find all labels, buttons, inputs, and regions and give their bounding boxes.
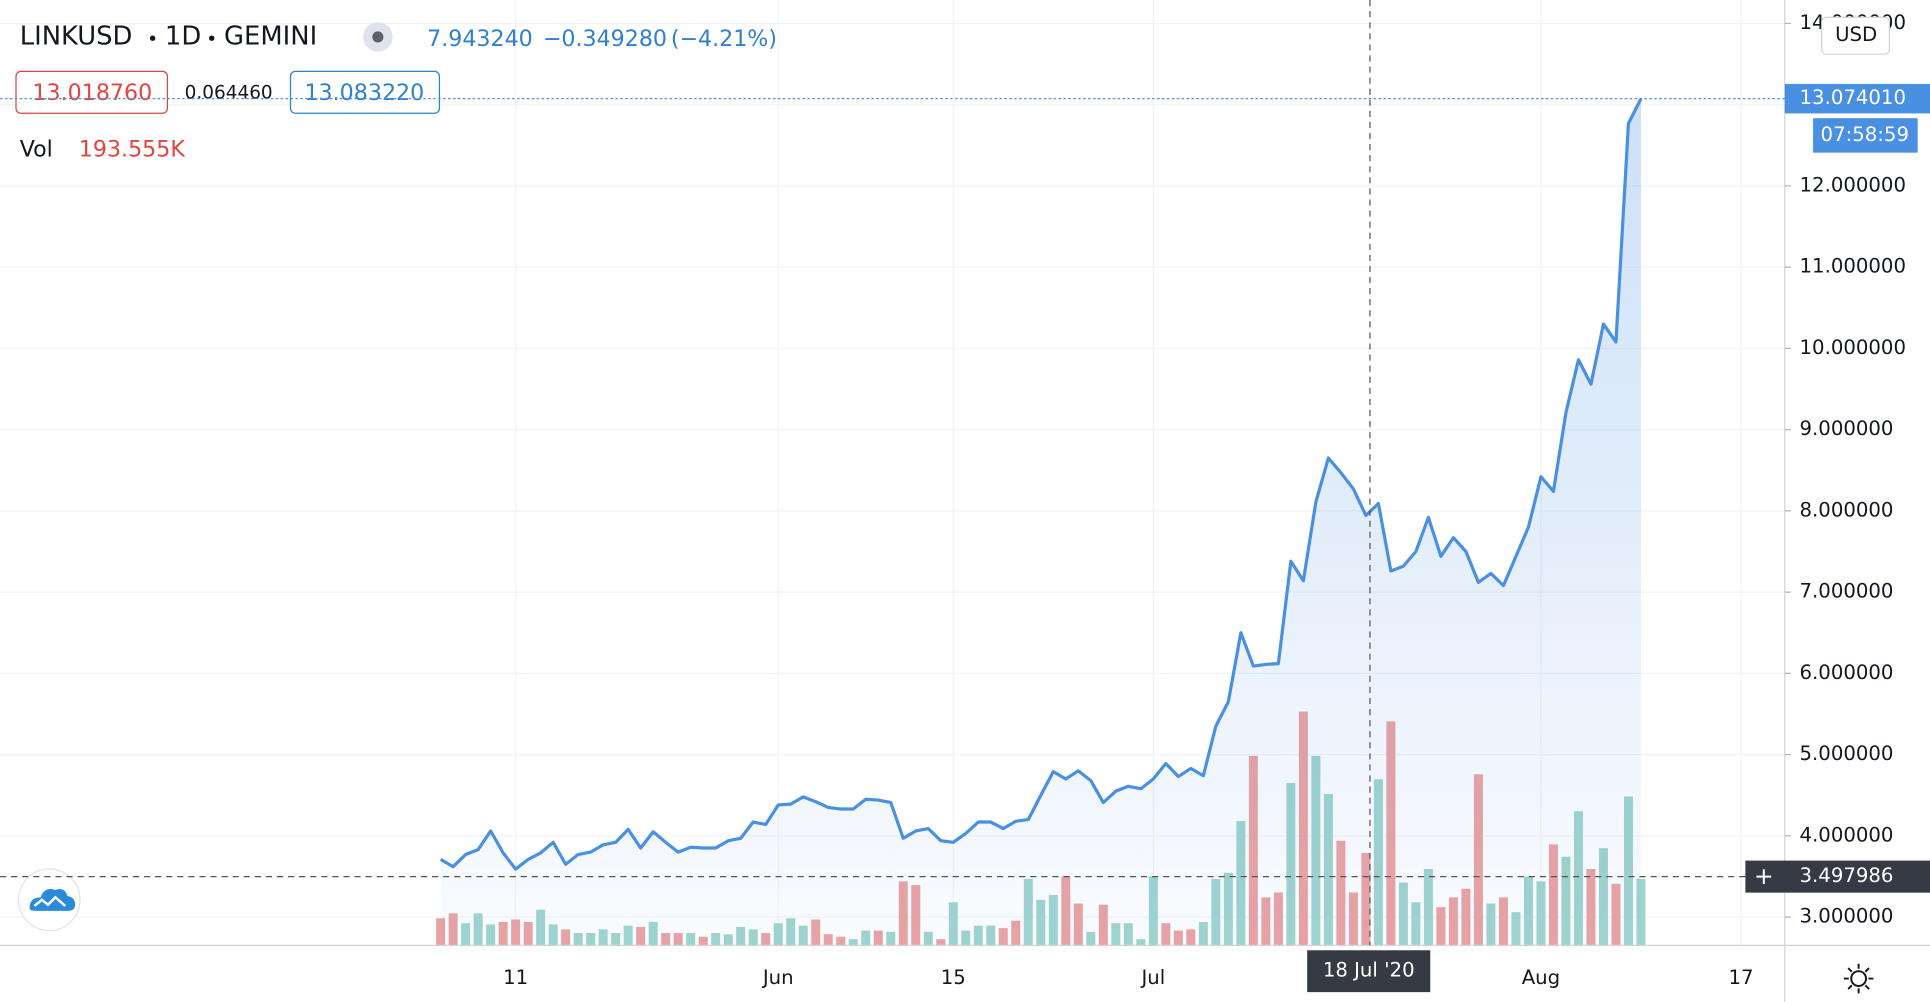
- y-tick-label: 3.000000: [1800, 905, 1894, 928]
- x-tick-label: 17: [1728, 966, 1753, 989]
- separator: [209, 35, 215, 41]
- y-tick-label: 5.000000: [1800, 742, 1894, 765]
- indicator-box: [15, 70, 169, 114]
- countdown-tag: [1813, 118, 1918, 153]
- settings-icon[interactable]: [1843, 963, 1874, 994]
- indicator-middle: 0.064460: [185, 83, 273, 104]
- symbol: LINKUSD: [20, 21, 133, 51]
- crosshair-price-label: 3.497986: [1800, 864, 1894, 887]
- indicator-box: [289, 70, 441, 114]
- x-tick-label: Jun: [761, 966, 794, 989]
- change-readout: −0.349280: [543, 26, 667, 52]
- crosshair-price-tag: [1745, 860, 1930, 893]
- price-readout: 7.943240: [427, 26, 533, 52]
- logo[interactable]: [17, 868, 81, 932]
- volume-name: Vol: [20, 137, 53, 163]
- volume-readout: 193.555K: [79, 137, 186, 163]
- x-tick-label: 11: [503, 966, 528, 989]
- price-line: [439, 97, 1643, 871]
- y-tick-label: 4.000000: [1800, 823, 1894, 846]
- crosshair-time-label: 18 Jul '20: [1323, 959, 1415, 982]
- y-tick-label: 10.000000: [1800, 336, 1906, 359]
- x-tick-label: 15: [941, 966, 966, 989]
- price-layer: [439, 97, 1643, 946]
- exchange: GEMINI: [224, 21, 317, 51]
- change-pct-readout: (−4.21%): [671, 26, 777, 52]
- y-tick-label: 8.000000: [1800, 498, 1894, 521]
- separator: [149, 35, 156, 41]
- interval: 1D: [165, 21, 201, 51]
- indicator-left: 13.018760: [32, 80, 152, 106]
- currency-label: USD: [1835, 23, 1877, 46]
- crosshair-plus: [1756, 869, 1772, 885]
- y-tick-label: 11.000000: [1800, 255, 1906, 278]
- y-tick-label: 6.000000: [1800, 661, 1894, 684]
- area: [440, 98, 1641, 946]
- x-tick-label: Jul: [1139, 966, 1165, 989]
- x-tick-label: Aug: [1522, 966, 1560, 989]
- grid: [0, 0, 1785, 946]
- indicator-right: 13.083220: [304, 80, 424, 106]
- y-tick-label: 12.000000: [1800, 173, 1906, 196]
- last-price-tag: [1784, 83, 1930, 114]
- last-price-label: 13.074010: [1800, 86, 1906, 109]
- volume-bar: [436, 918, 446, 946]
- countdown: 07:58:59: [1821, 123, 1909, 146]
- market-status-icon[interactable]: [363, 22, 393, 52]
- y-tick-label: 7.000000: [1800, 580, 1894, 603]
- currency-button[interactable]: [1821, 16, 1890, 55]
- crosshair-time-tag: [1307, 950, 1431, 993]
- y-tick-label: 9.000000: [1800, 417, 1894, 440]
